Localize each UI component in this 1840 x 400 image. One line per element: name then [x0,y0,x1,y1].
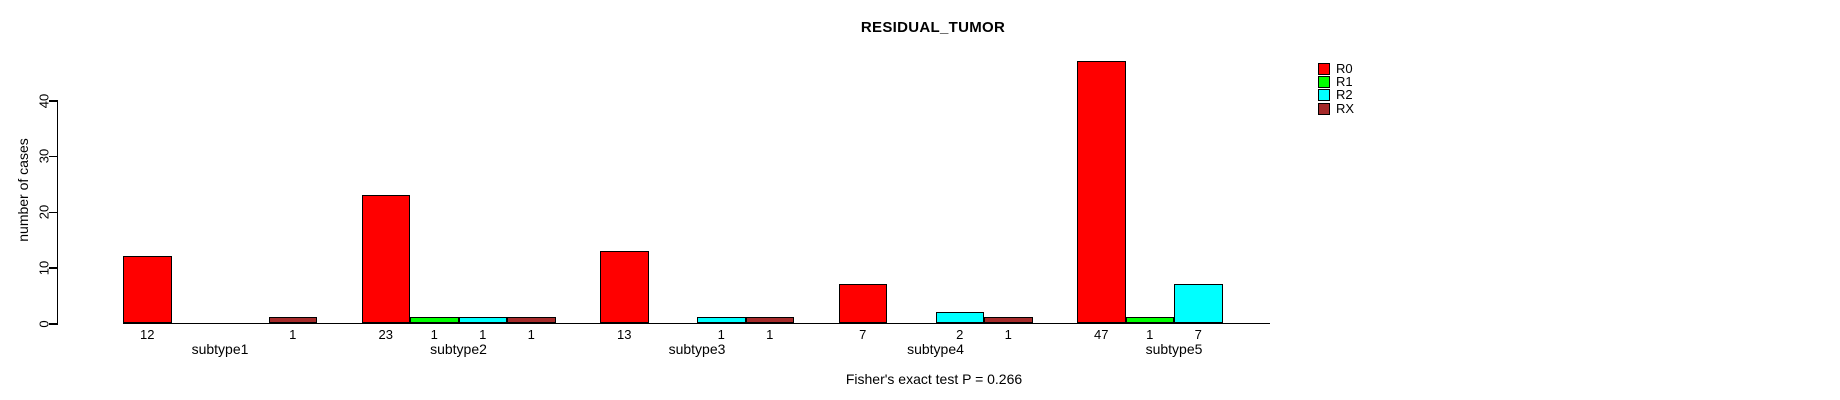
bar-value-subtype2-R0: 23 [378,327,393,342]
x-category-label-subtype5: subtype5 [1145,341,1203,357]
legend-item-R0: R0 [1318,62,1354,75]
y-tick-label: 20 [36,204,52,220]
bar-subtype1-R0 [123,256,172,323]
legend-label-R0: R0 [1336,60,1353,76]
y-tick-mark [49,211,57,213]
bar-subtype3-R2 [697,317,746,323]
y-tick-label: 40 [36,93,52,108]
y-tick-mark [49,100,57,102]
bar-subtype2-R0 [361,194,410,323]
bar-subtype4-R0 [838,283,887,323]
legend-swatch-R1 [1318,76,1330,89]
y-tick-mark [49,267,57,269]
bar-value-subtype4-RX: 1 [1004,327,1012,342]
bar-value-subtype5-R0: 47 [1094,327,1109,342]
y-axis-label: number of cases [15,138,31,242]
x-category-label-subtype3: subtype3 [668,341,726,357]
bar-subtype1-RX [268,317,317,323]
bar-subtype4-RX [984,317,1033,323]
bar-value-subtype3-R2: 1 [717,327,725,342]
bar-value-subtype2-R2: 1 [479,327,487,342]
legend-label-R2: R2 [1336,87,1353,103]
x-category-label-subtype2: subtype2 [430,341,487,357]
x-axis-baseline [123,322,1270,324]
legend: R0 R1 R2 RX [1318,62,1354,116]
bar-subtype2-R1 [410,317,459,323]
bar-subtype3-RX [745,317,794,323]
legend-swatch-R0 [1318,62,1330,75]
x-category-label-subtype1: subtype1 [191,341,249,357]
bar-value-subtype2-R1: 1 [430,327,438,342]
x-category-label-subtype4: subtype4 [907,341,964,357]
y-tick-mark [49,323,57,325]
legend-swatch-R2 [1318,89,1330,102]
bar-value-subtype1-RX: 1 [289,327,297,342]
bar-value-subtype5-R2: 7 [1194,327,1202,342]
y-tick-label: 10 [36,260,52,276]
bar-subtype2-R2 [458,317,507,323]
y-tick-label: 30 [36,149,52,164]
y-axis-line [56,100,58,325]
bar-subtype5-R0 [1077,60,1126,323]
bar-value-subtype3-RX: 1 [766,327,774,342]
bar-value-subtype4-R2: 2 [956,327,964,342]
bar-value-subtype2-RX: 1 [527,327,535,342]
bar-subtype4-R2 [935,311,984,323]
y-tick-label: 0 [36,320,52,328]
bar-subtype5-R1 [1125,317,1174,323]
legend-item-RX: RX [1318,102,1354,115]
bar-value-subtype3-R0: 13 [617,327,632,342]
legend-item-R2: R2 [1318,87,1354,103]
chart-title: RESIDUAL_TUMOR [860,19,1006,36]
y-tick-mark [49,155,57,158]
legend-label-R1: R1 [1336,74,1353,90]
legend-swatch-RX [1318,102,1330,115]
legend-label-RX: RX [1336,100,1355,116]
legend-item-R1: R1 [1318,74,1354,90]
annotation-text: Fisher's exact test P = 0.266 [845,371,1023,387]
bar-subtype5-R2 [1174,283,1223,323]
bar-value-subtype1-R0: 12 [140,327,155,342]
bar-subtype3-R0 [600,250,649,323]
bar-value-subtype4-R0: 7 [859,327,867,342]
bar-value-subtype5-R1: 1 [1146,327,1154,342]
bar-subtype2-RX [507,317,556,323]
